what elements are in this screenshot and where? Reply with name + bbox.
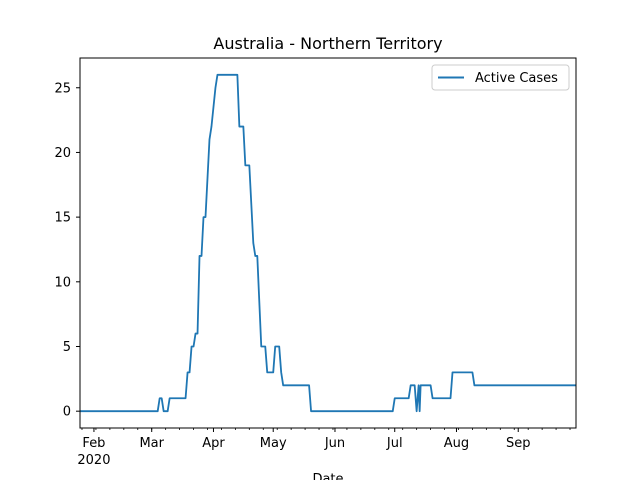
x-tick-sublabel: 2020	[77, 453, 110, 468]
chart-title: Australia - Northern Territory	[213, 34, 442, 53]
series-layer	[80, 73, 576, 413]
y-tick-label: 10	[54, 275, 71, 290]
x-tick-label: Aug	[444, 436, 469, 451]
plot-frame	[79, 57, 577, 429]
x-tick-label: May	[260, 436, 287, 451]
x-tick-label: Feb	[82, 436, 105, 451]
x-axis-ticks: Feb 2020 Mar Apr May Jun Jul Aug Sep	[77, 428, 571, 468]
y-tick-label: 0	[63, 405, 71, 420]
legend-box	[431, 64, 570, 91]
y-tick-label: 5	[63, 340, 71, 355]
x-tick-label: Sep	[506, 436, 531, 451]
x-tick-label: Jul	[386, 436, 403, 451]
y-tick-label: 20	[54, 146, 71, 161]
x-axis-label: Date	[312, 472, 343, 480]
series-line-active-cases	[80, 73, 576, 413]
legend: Active Cases	[431, 64, 570, 91]
x-tick-label: Mar	[139, 436, 164, 451]
y-tick-label: 15	[54, 211, 71, 226]
x-tick-label: Apr	[202, 436, 225, 451]
x-tick-label: Jun	[324, 436, 345, 451]
legend-label: Active Cases	[475, 71, 558, 86]
y-axis-ticks: 0 5 10 15 20 25	[54, 81, 80, 420]
y-tick-label: 25	[54, 81, 71, 96]
